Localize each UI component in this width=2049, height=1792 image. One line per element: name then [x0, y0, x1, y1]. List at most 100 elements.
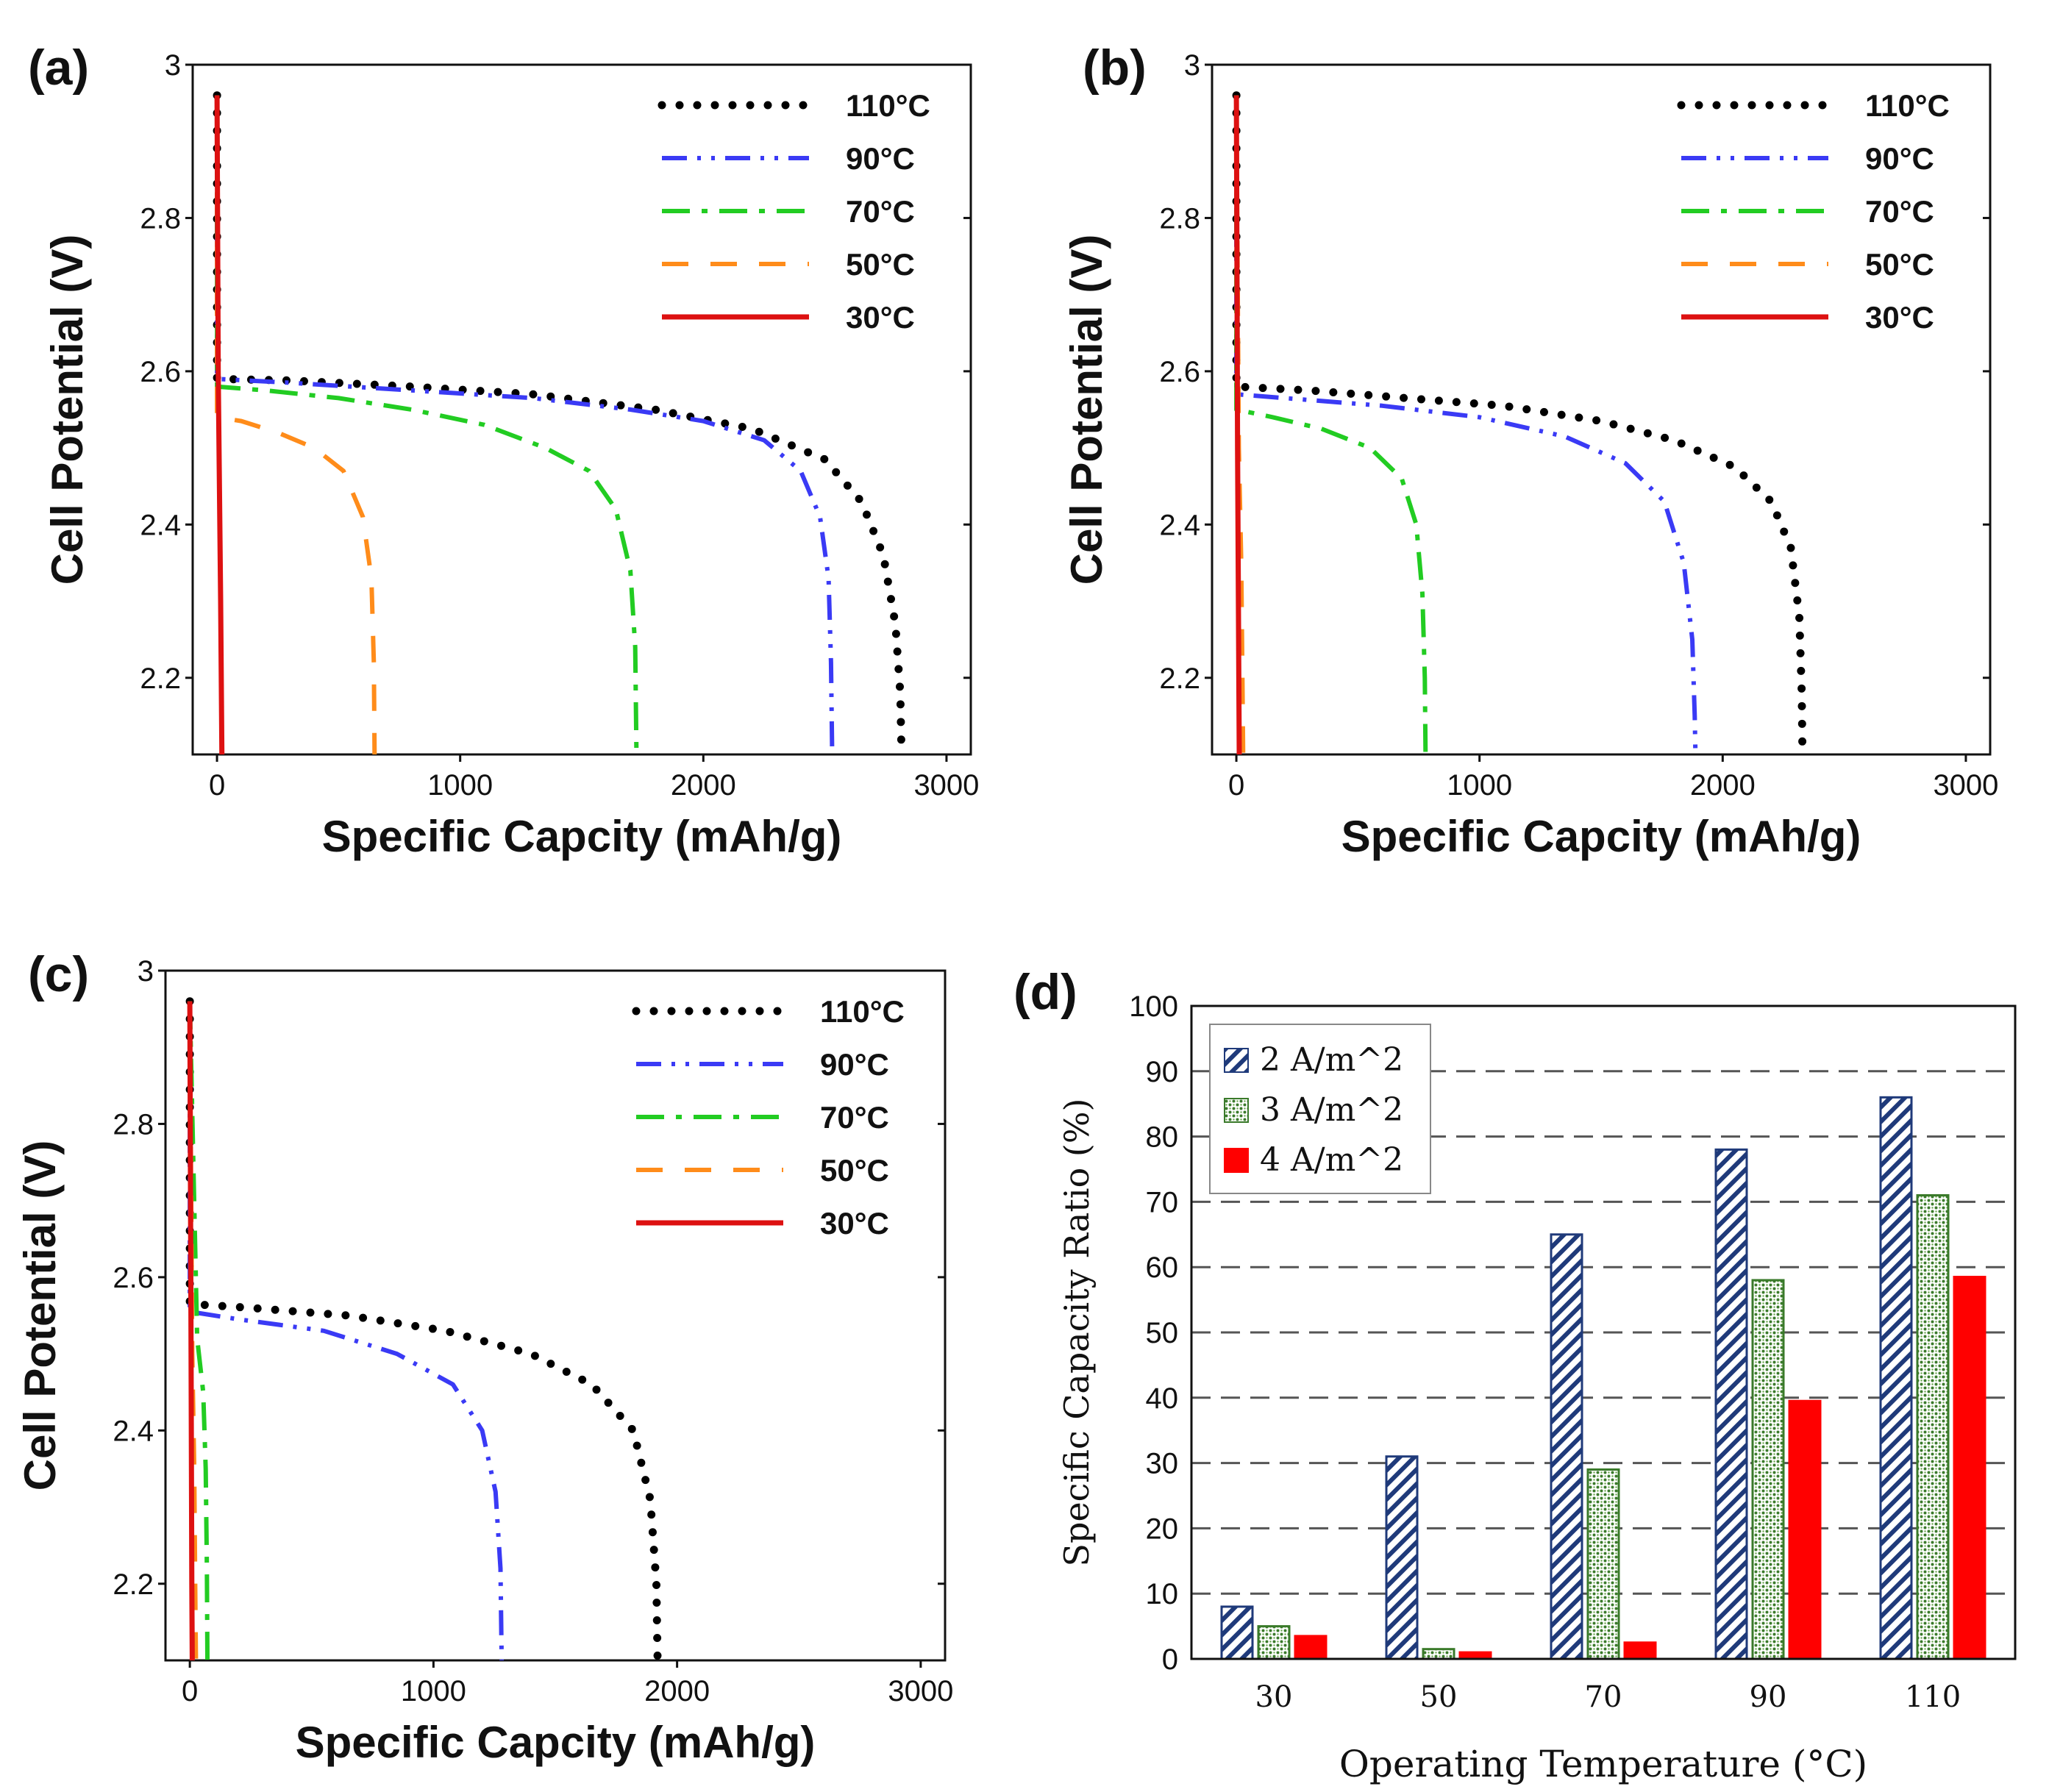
- x-tick-label: 70: [1585, 1680, 1622, 1714]
- panel-c: (c) 2.2 2.4 2.6 2.8 3 0 1000 2000 3000 Specific C…: [15, 946, 953, 1767]
- y-tick-label: 2.6: [1159, 356, 1200, 388]
- series-line-dotted: [213, 91, 906, 759]
- legend-label: 50°C: [1865, 247, 1934, 282]
- bar: [1257, 1625, 1291, 1660]
- legend-label: 110°C: [820, 994, 905, 1029]
- bar: [1916, 1194, 1950, 1660]
- legend-label: 90°C: [1865, 141, 1934, 176]
- legend-label: 90°C: [846, 141, 915, 176]
- legend-label: 110°C: [846, 88, 930, 123]
- panel-a: (a) 2.2 2.4 2.6 2.8 3 0 1000 2000 3000 Specific C…: [28, 40, 979, 861]
- y-tick-label: 2.2: [1159, 663, 1200, 695]
- legend-label: 50°C: [820, 1153, 889, 1188]
- series-line-dash-dot-dot: [215, 95, 835, 755]
- y-tick-label: 2.8: [113, 1108, 154, 1140]
- panel-b: (b) 2.2 2.4 2.6 2.8 3 0 1000 2000 3000 Specific C…: [1062, 40, 1998, 861]
- legend-label: 30°C: [820, 1206, 889, 1241]
- x-tick-label: 3000: [888, 1675, 953, 1707]
- series-line-dash-dot: [215, 95, 639, 755]
- series-line-dashed: [215, 95, 377, 755]
- y-tick-label: 70: [1146, 1186, 1179, 1218]
- x-axis-label: Specific Capcity (mAh/g): [296, 1718, 816, 1767]
- legend-label: 3 A/m^2: [1260, 1091, 1403, 1129]
- y-tick-label: 0: [1162, 1643, 1178, 1676]
- panel-b-label: (b): [1083, 40, 1147, 96]
- bar: [1953, 1276, 1986, 1660]
- x-tick-label: 2000: [671, 769, 736, 802]
- x-tick-label: 90: [1750, 1680, 1787, 1714]
- bar: [1220, 1605, 1254, 1660]
- legend-label: 110°C: [1865, 88, 1950, 123]
- x-tick-label: 110: [1905, 1680, 1961, 1714]
- legend-swatch: [1224, 1098, 1249, 1123]
- x-tick-label: 0: [1228, 769, 1244, 802]
- y-tick-label: 2.8: [1159, 202, 1200, 235]
- line-chart-b: 2.2 2.4 2.6 2.8 3 0 1000 2000 3000 Specific Capci…: [1062, 49, 1998, 861]
- legend-label: 70°C: [846, 194, 915, 229]
- x-tick-label: 2000: [1690, 769, 1756, 802]
- y-tick-label: 50: [1146, 1317, 1179, 1349]
- bar: [1586, 1468, 1620, 1660]
- series-line-dash-dot-dot: [188, 1001, 505, 1661]
- series-line-dash-dot: [1234, 95, 1428, 755]
- y-axis-label: Cell Potential (V): [1062, 235, 1111, 585]
- series-line-dotted: [1232, 91, 1807, 759]
- y-tick-label: 30: [1146, 1448, 1179, 1480]
- plot-frame: [164, 969, 947, 1662]
- y-tick-label: 20: [1146, 1513, 1179, 1545]
- plot-frame: [191, 63, 972, 756]
- bar: [1422, 1648, 1455, 1660]
- panel-d: (d) 0 10 20 30 40 50 60 70 80 90 100 30 50 70 90 110 2 A…: [1013, 964, 2017, 1785]
- y-tick-label: 2.4: [113, 1415, 154, 1447]
- x-axis-label: Specific Capcity (mAh/g): [322, 812, 842, 861]
- bar: [1550, 1233, 1583, 1660]
- legend-label: 70°C: [1865, 194, 1934, 229]
- line-chart-c: 2.2 2.4 2.6 2.8 3 0 1000 2000 3000 Specific Capci…: [15, 955, 953, 1767]
- legend-label: 30°C: [1865, 300, 1934, 335]
- y-tick-label: 3: [1184, 49, 1200, 82]
- plot-frame: [1211, 63, 1992, 756]
- x-tick-label: 1000: [401, 1675, 466, 1707]
- y-tick-label: 80: [1146, 1121, 1179, 1154]
- x-tick-label: 3000: [913, 769, 979, 802]
- x-tick-label: 1000: [427, 769, 493, 802]
- panel-a-label: (a): [28, 40, 89, 96]
- series-line-dashed: [1234, 95, 1246, 755]
- line-chart-a: 2.2 2.4 2.6 2.8 3 0 1000 2000 3000 Specific Capci…: [43, 49, 979, 861]
- panel-d-label: (d): [1013, 964, 1077, 1020]
- y-tick-label: 40: [1146, 1382, 1179, 1415]
- x-tick-label: 2000: [644, 1675, 710, 1707]
- y-tick-label: 90: [1146, 1056, 1179, 1088]
- series-line-solid: [187, 1001, 195, 1661]
- x-axis-label: Operating Temperature (°C): [1339, 1743, 1867, 1785]
- y-tick-label: 2.8: [140, 202, 181, 235]
- plot-frame: [1190, 1004, 2017, 1660]
- series-line-dotted: [185, 997, 662, 1665]
- series-line-solid: [1233, 95, 1242, 755]
- y-axis-label: Specific Capacity Ratio (%): [1057, 1098, 1097, 1566]
- bar: [1294, 1635, 1328, 1660]
- x-axis-label: Specific Capcity (mAh/g): [1341, 812, 1861, 861]
- legend-swatch: [1224, 1048, 1249, 1073]
- y-tick-label: 10: [1146, 1578, 1179, 1610]
- y-tick-label: 100: [1129, 990, 1178, 1023]
- bar: [1385, 1455, 1419, 1660]
- series-line-dash-dot: [188, 1001, 210, 1661]
- y-tick-label: 3: [138, 955, 154, 988]
- legend-label: 50°C: [846, 247, 915, 282]
- legend-label: 30°C: [846, 300, 915, 335]
- y-tick-label: 2.6: [113, 1262, 154, 1294]
- bar: [1788, 1399, 1822, 1660]
- y-axis-label: Cell Potential (V): [43, 235, 92, 585]
- y-tick-label: 2.2: [140, 663, 181, 695]
- bar-chart-d: 0 10 20 30 40 50 60 70 80 90 100 30 50 70 90 110 2 A/m^2…: [1057, 990, 2017, 1785]
- legend-label: 4 A/m^2: [1260, 1141, 1403, 1179]
- x-tick-label: 3000: [1933, 769, 1998, 802]
- x-tick-label: 0: [182, 1675, 198, 1707]
- series-line-solid: [214, 95, 225, 755]
- legend-label: 2 A/m^2: [1260, 1041, 1403, 1079]
- panel-c-label: (c): [28, 946, 89, 1002]
- y-tick-label: 60: [1146, 1252, 1179, 1284]
- bar: [1623, 1641, 1657, 1660]
